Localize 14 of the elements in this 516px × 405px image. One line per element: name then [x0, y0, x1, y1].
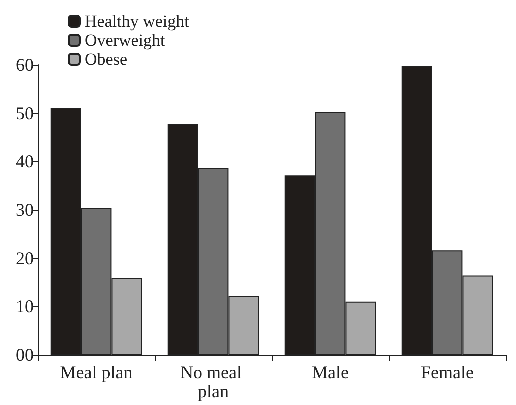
x-tick-label: Male [312, 362, 350, 382]
x-tick-label: No meal plan [180, 362, 246, 402]
y-tick-label: 50 [16, 103, 34, 124]
y-tick-label: 30 [16, 200, 34, 220]
y-tick-label: 20 [16, 248, 34, 268]
y-tick-label: 40 [16, 152, 34, 172]
legend-label: Obese [85, 50, 128, 69]
y-tick-label: 00 [16, 345, 34, 365]
y-tick-label: 10 [16, 296, 34, 317]
legend-label: Overweight [85, 31, 166, 50]
x-tick-label: Female [421, 362, 474, 382]
x-tick-label: Meal plan [60, 362, 133, 382]
legend-label: Healthy weight [85, 12, 190, 31]
y-tick-label: 60 [16, 55, 34, 75]
